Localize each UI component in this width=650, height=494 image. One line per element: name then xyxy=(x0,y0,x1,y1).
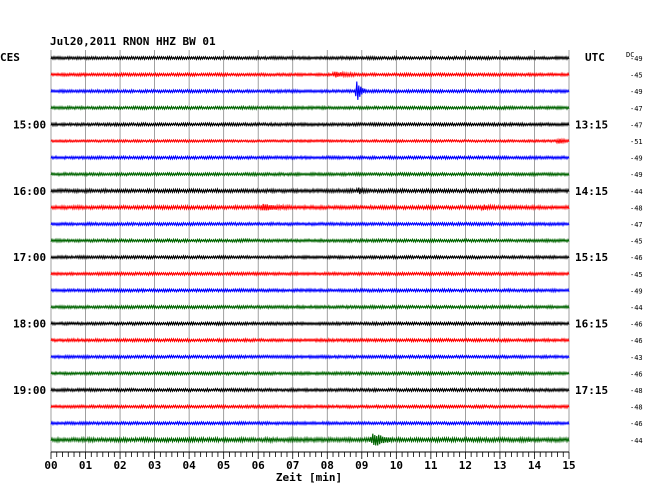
row-offset-label: -45 xyxy=(630,72,643,80)
trace-row xyxy=(50,320,570,327)
trace-row xyxy=(50,386,570,394)
x-tick-label: 10 xyxy=(390,459,403,472)
row-offset-label: -49 xyxy=(630,287,643,295)
row-offset-label: -44 xyxy=(630,437,643,445)
traces-group xyxy=(50,54,570,446)
row-offset-label: -48 xyxy=(630,387,643,395)
trace-row xyxy=(50,304,570,310)
left-timezone-label: CES xyxy=(0,51,20,64)
trace-row xyxy=(50,70,570,79)
row-labels: -49 -45 -49 -47 -47 -51 -49 -49 -44 -48 -47 -45 -46 -… xyxy=(13,55,643,445)
trace-row xyxy=(50,186,570,195)
trace-row xyxy=(50,270,570,277)
x-tick-label: 02 xyxy=(113,459,126,472)
right-time-label: 13:15 xyxy=(575,118,608,131)
left-hour-label: 15:00 xyxy=(13,118,46,131)
x-tick-label: 09 xyxy=(355,459,368,472)
x-tick-label: 04 xyxy=(183,459,197,472)
x-tick-label: 03 xyxy=(148,459,161,472)
trace-row xyxy=(50,54,570,61)
row-offset-label: -44 xyxy=(630,188,643,196)
trace-row xyxy=(50,203,570,212)
row-offset-label: -49 xyxy=(630,88,643,96)
left-hour-label: 19:00 xyxy=(13,384,46,397)
trace-row xyxy=(50,403,570,410)
right-time-label: 14:15 xyxy=(575,185,608,198)
row-offset-label: -48 xyxy=(630,204,643,212)
x-tick-label: 08 xyxy=(321,459,334,472)
trace-row xyxy=(50,154,570,161)
row-offset-label: -43 xyxy=(630,354,643,362)
row-offset-label: -47 xyxy=(630,121,643,129)
row-offset-label: -45 xyxy=(630,271,643,279)
row-offset-label: -51 xyxy=(630,138,643,146)
row-offset-label: -49 xyxy=(630,155,643,163)
row-offset-label: -46 xyxy=(630,254,643,262)
row-offset-label: -45 xyxy=(630,238,643,246)
offset-header: DC xyxy=(626,51,634,59)
x-tick-label: 12 xyxy=(459,459,472,472)
x-tick-label: 06 xyxy=(252,459,266,472)
trace-row xyxy=(50,104,570,111)
right-time-label: 17:15 xyxy=(575,384,608,397)
trace-row xyxy=(50,287,570,294)
trace-row xyxy=(50,237,570,244)
x-tick-label: 15 xyxy=(562,459,575,472)
row-offset-label: -48 xyxy=(630,404,643,412)
grid-lines xyxy=(50,50,570,452)
x-tick-label: 05 xyxy=(217,459,230,472)
trace-row xyxy=(50,81,570,100)
trace-row xyxy=(50,433,570,446)
trace-row xyxy=(50,171,570,178)
left-hour-label: 18:00 xyxy=(13,318,46,331)
trace-row xyxy=(50,137,570,145)
x-tick-label: 07 xyxy=(286,459,299,472)
trace-row xyxy=(50,121,570,128)
trace-row xyxy=(50,353,570,360)
x-axis: 00 01 02 03 04 05 06 07 08 09 10 11 12 13 14 15 xyxy=(44,451,576,472)
x-tick-label: 14 xyxy=(528,459,542,472)
row-offset-label: -46 xyxy=(630,321,643,329)
right-time-label: 16:15 xyxy=(575,318,608,331)
trace-row xyxy=(50,370,570,377)
trace-row xyxy=(50,337,570,344)
row-offset-label: -46 xyxy=(630,370,643,378)
x-tick-label: 00 xyxy=(44,459,57,472)
trace-row xyxy=(50,220,570,227)
chart-title: Jul20,2011 RNON HHZ BW 01 xyxy=(50,35,216,48)
row-offset-label: -47 xyxy=(630,221,643,229)
x-axis-label: Zeit [min] xyxy=(276,471,342,484)
x-tick-label: 11 xyxy=(424,459,438,472)
row-offset-label: -46 xyxy=(630,420,643,428)
row-offset-label: -49 xyxy=(630,55,643,63)
right-timezone-label: UTC xyxy=(585,51,605,64)
x-tick-label: 01 xyxy=(79,459,93,472)
left-hour-label: 17:00 xyxy=(13,251,46,264)
row-offset-label: -49 xyxy=(630,171,643,179)
x-tick-label: 13 xyxy=(493,459,506,472)
left-hour-label: 16:00 xyxy=(13,185,46,198)
trace-row xyxy=(50,254,570,261)
right-time-label: 15:15 xyxy=(575,251,608,264)
row-offset-label: -44 xyxy=(630,304,643,312)
row-offset-label: -47 xyxy=(630,105,643,113)
row-offset-label: -46 xyxy=(630,337,643,345)
trace-row xyxy=(50,420,570,427)
